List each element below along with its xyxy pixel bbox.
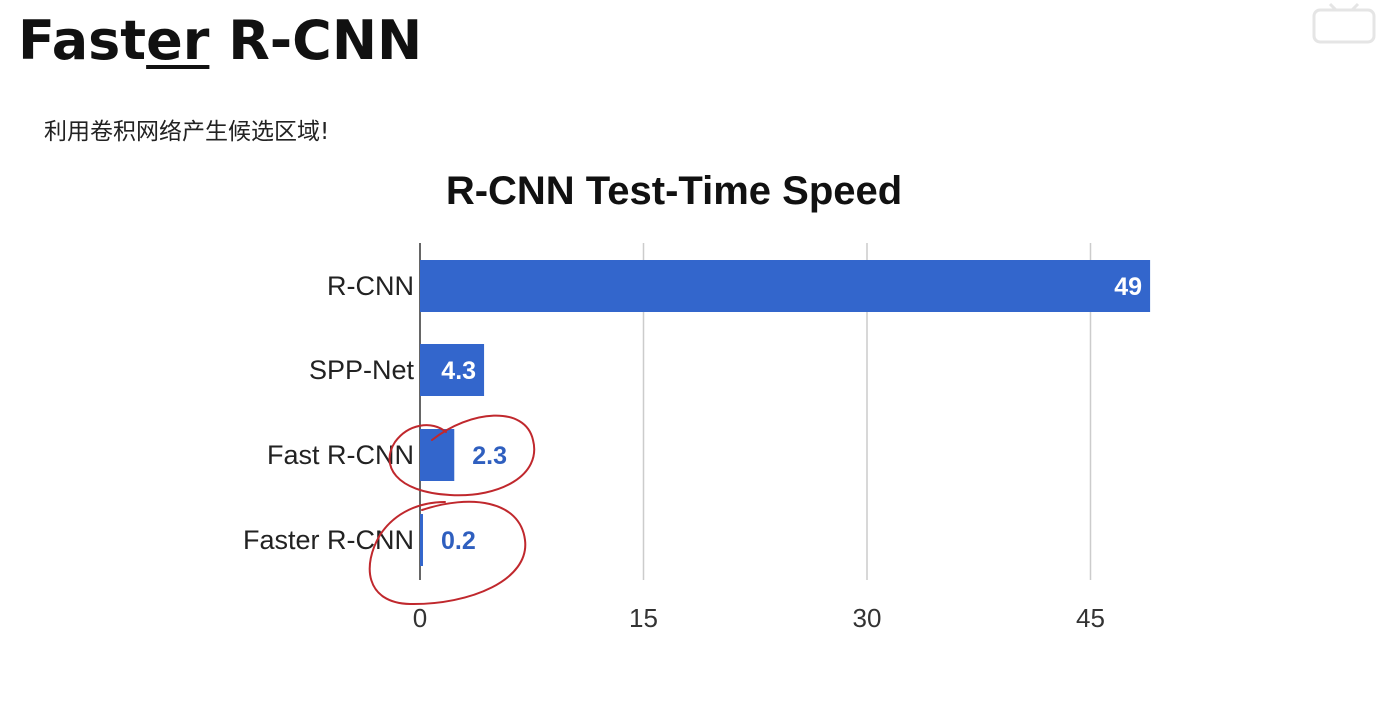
bar-faster-r-cnn xyxy=(420,514,423,566)
category-labels: R-CNN SPP-Net Fast R-CNN Faster R-CNN xyxy=(243,271,415,555)
red-pen-annotations xyxy=(368,414,536,606)
title-part-fast: Fast xyxy=(18,9,147,72)
category-label-faster-r-cnn: Faster R-CNN xyxy=(243,525,414,555)
x-tick-label-0: 0 xyxy=(413,603,427,633)
watermark-logo-icon xyxy=(1312,2,1376,44)
category-label-r-cnn: R-CNN xyxy=(327,271,414,301)
bar-fast-r-cnn xyxy=(420,429,455,481)
x-tick-label-45: 45 xyxy=(1076,603,1105,633)
value-labels: 49 4.3 2.3 0.2 xyxy=(441,273,1142,555)
bars xyxy=(420,260,1151,566)
value-label-r-cnn: 49 xyxy=(1114,273,1142,301)
value-label-faster-r-cnn: 0.2 xyxy=(441,527,476,555)
x-axis-ticks: 0 15 30 45 xyxy=(413,603,1105,633)
bar-r-cnn xyxy=(420,260,1151,312)
annotation-circle-faster-rcnn xyxy=(368,500,527,606)
x-tick-label-30: 30 xyxy=(853,603,882,633)
title-part-er-underlined: er xyxy=(146,9,210,72)
annotation-circle-fast-rcnn xyxy=(388,414,536,497)
slide-subtitle: 利用卷积网络产生候选区域! xyxy=(44,119,330,145)
category-label-fast-r-cnn: Fast R-CNN xyxy=(267,440,414,470)
bar-spp-net xyxy=(420,344,485,396)
value-label-spp-net: 4.3 xyxy=(441,357,476,385)
category-label-spp-net: SPP-Net xyxy=(309,355,415,385)
chart-title: R-CNN Test-Time Speed xyxy=(446,169,902,213)
value-label-fast-r-cnn: 2.3 xyxy=(472,442,507,470)
title-part-rcnn: R-CNN xyxy=(209,9,423,72)
slide-title: Faster R-CNN xyxy=(18,6,422,76)
x-tick-label-15: 15 xyxy=(629,603,658,633)
